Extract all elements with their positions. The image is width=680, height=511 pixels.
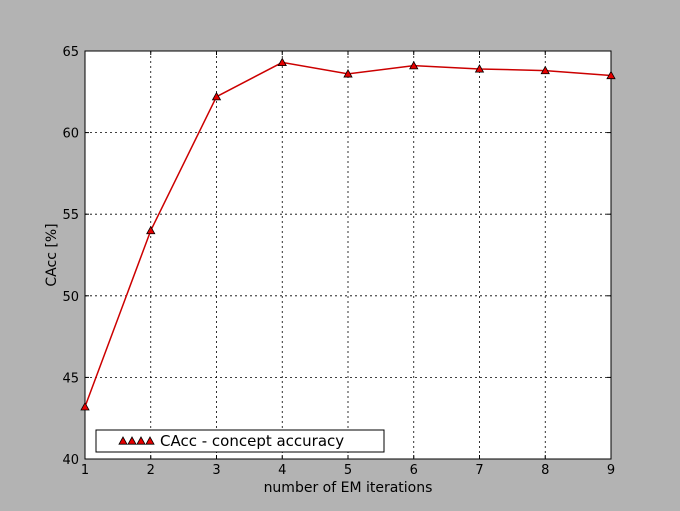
x-tick-label: 6 [410,463,418,478]
data-point-marker [540,65,550,75]
y-tick-label: 60 [62,127,79,142]
x-tick-label: 4 [278,463,286,478]
data-point-marker [409,60,419,70]
y-tick-label: 65 [62,45,79,60]
legend-marker [145,436,155,445]
x-tick-label: 3 [212,463,220,478]
data-point-marker [211,91,222,101]
x-tick-label: 8 [541,463,549,478]
x-tick-label: 1 [81,463,89,478]
data-point-marker [343,69,353,78]
data-point-marker [80,401,90,411]
legend-marker [136,436,146,445]
legend-marker [127,436,137,445]
x-axis-label: number of EM iterations [264,480,433,496]
legend-marker [118,436,128,445]
x-tick-label: 2 [147,463,155,478]
x-tick-label: 7 [475,463,483,478]
y-tick-label: 40 [62,453,79,468]
data-point-marker [146,225,156,235]
series-group [80,57,616,411]
x-tick-label: 5 [344,463,352,478]
data-point-marker [474,64,485,73]
data-point-marker [606,70,616,80]
data-point-marker [277,57,287,67]
y-tick-label: 50 [62,290,79,305]
legend-entry-label: CAcc - concept accuracy [160,432,344,450]
legend-box [95,429,385,453]
grid-lines [85,51,611,459]
legend: CAcc - concept accuracy [95,429,385,453]
y-tick-label: 45 [62,371,79,386]
y-tick-label: 55 [62,208,79,223]
legend-marker-group [118,436,155,445]
y-axis-label: CAcc [%] [44,223,60,286]
x-tick-label: 9 [607,463,615,478]
